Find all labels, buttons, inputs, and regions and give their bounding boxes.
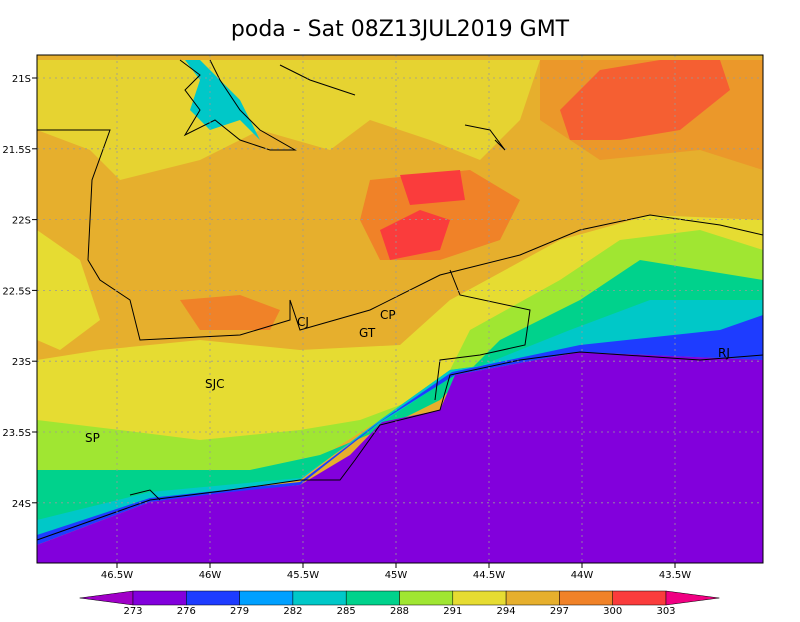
place-label: GT: [359, 326, 376, 340]
colorbar-label: 279: [230, 606, 249, 617]
place-label: SP: [85, 431, 100, 445]
colorbar-label: 291: [443, 606, 462, 617]
colorbar-label: 297: [550, 606, 569, 617]
lat-label: 23.5S: [2, 428, 31, 439]
state-border: [434, 269, 531, 401]
lat-label: 23S: [12, 357, 31, 368]
colorbar-label: 288: [390, 606, 409, 617]
lon-label: 44.5W: [473, 570, 505, 581]
lat-label: 21.5S: [2, 145, 31, 156]
field-region: [185, 60, 260, 140]
lat-label: 21S: [12, 74, 31, 85]
lon-label: 45.5W: [287, 570, 319, 581]
places: SP SJC CJ GT CP RJ: [85, 308, 730, 445]
coastline: [36, 59, 764, 541]
colorbar-label: 276: [177, 606, 196, 617]
colorbar-box: [399, 590, 454, 606]
coast: [464, 124, 506, 151]
ocean: [37, 352, 763, 563]
coast: [36, 351, 764, 541]
lon-label: 43.5W: [659, 570, 691, 581]
title: poda - Sat 08Z13JUL2019 GMT: [231, 17, 570, 42]
graticule: 21S 21.5S 22S 22.5S 23S 23.5S 24S 46.5W 46W 45.5W…: [2, 55, 763, 581]
colorbar-box: [292, 590, 347, 606]
coast: [179, 59, 356, 151]
colorbar-end: [79, 590, 134, 606]
coast: [129, 489, 161, 501]
field-region: [380, 210, 450, 260]
colorbar-label: 303: [656, 606, 675, 617]
field: [37, 55, 763, 563]
colorbar-label: 273: [123, 606, 142, 617]
place-label: CP: [380, 308, 396, 322]
colorbar-box: [186, 590, 240, 606]
colorbar-label: 285: [337, 606, 356, 617]
colorbar-box: [612, 590, 667, 606]
lon-label: 45W: [385, 570, 408, 581]
place-label: CJ: [297, 315, 309, 329]
place-label: SJC: [205, 377, 225, 391]
lon-label: 46W: [199, 570, 222, 581]
lat-label: 24S: [12, 499, 31, 510]
colorbar: 273 276 279 282 285 288 291 294 297 300 303: [79, 590, 720, 617]
colorbar-box: [345, 590, 400, 606]
field-region: [400, 170, 465, 205]
field-region: [37, 315, 763, 545]
field-region: [37, 300, 763, 540]
colorbar-label: 300: [603, 606, 622, 617]
colorbar-box: [239, 590, 294, 606]
field-region: [37, 60, 540, 180]
field-region: [180, 295, 280, 330]
lon-label: 44W: [571, 570, 594, 581]
lat-label: 22S: [12, 216, 31, 227]
colorbar-box: [452, 590, 507, 606]
field-region: [540, 60, 763, 170]
colorbar-end: [665, 590, 720, 606]
lon-label: 46.5W: [101, 570, 133, 581]
colorbar-box: [559, 590, 613, 606]
lat-label: 22.5S: [2, 286, 31, 297]
colorbar-box: [132, 590, 187, 606]
state-border: [37, 129, 764, 341]
colorbar-label: 282: [283, 606, 302, 617]
frame: [36, 54, 764, 564]
colorbar-label: 294: [497, 606, 516, 617]
colorbar-box: [505, 590, 560, 606]
place-label: RJ: [718, 346, 730, 360]
